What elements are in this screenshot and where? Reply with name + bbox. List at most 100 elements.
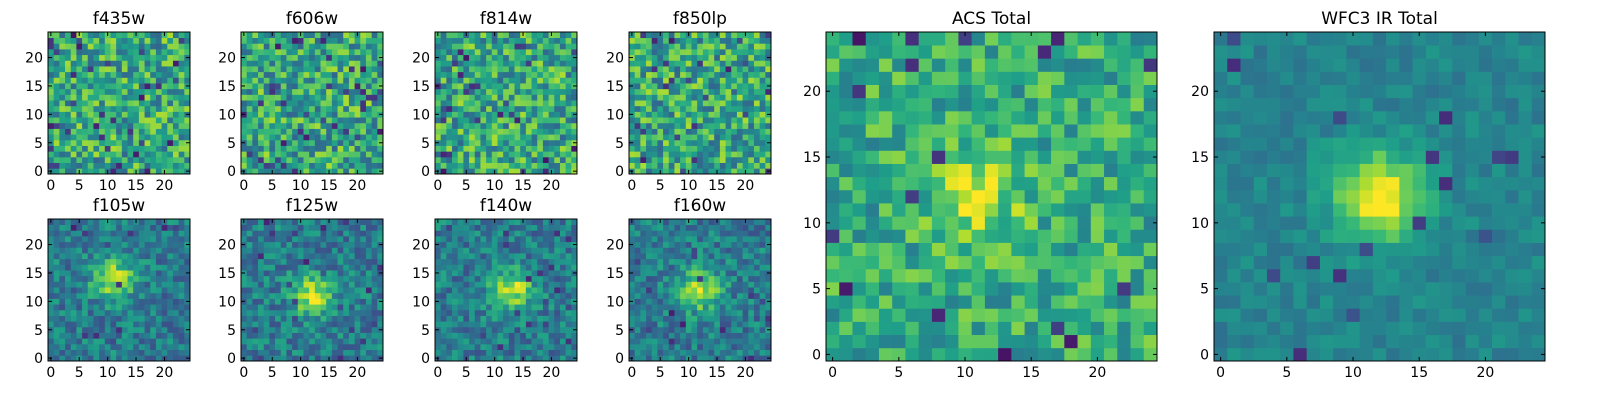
heatmap-cell [497, 49, 504, 56]
heatmap-cell [629, 88, 636, 95]
heatmap-cell [297, 128, 304, 135]
heatmap-cell [348, 43, 355, 50]
heatmap-cell [559, 105, 566, 112]
heatmap-cell [646, 71, 653, 78]
heatmap-cell [314, 236, 321, 243]
heatmap-cell [685, 54, 692, 61]
heatmap-cell [748, 162, 755, 169]
heatmap-cell [440, 71, 447, 78]
heatmap-cell [548, 43, 555, 50]
heatmap-cell [497, 304, 504, 311]
heatmap-cell [697, 156, 704, 163]
heatmap-cell [286, 100, 293, 107]
heatmap-cell [503, 247, 510, 254]
heatmap-cell [657, 332, 664, 339]
heatmap-cell [326, 134, 333, 141]
heatmap-cell [104, 241, 111, 248]
heatmap-cell [309, 275, 316, 282]
heatmap-cell [371, 326, 378, 333]
heatmap-cell [525, 60, 532, 67]
heatmap-cell [714, 162, 721, 169]
heatmap-cell [320, 94, 327, 101]
heatmap-cell [331, 258, 338, 265]
heatmap-cell [480, 241, 487, 248]
heatmap-cell [303, 281, 310, 288]
heatmap-cell [446, 54, 453, 61]
heatmap-cell [246, 258, 253, 265]
heatmap-cell [99, 32, 106, 39]
heatmap-cell [263, 66, 270, 73]
heatmap-cell [440, 349, 447, 356]
heatmap-cell [714, 49, 721, 56]
heatmap-cell [161, 230, 168, 237]
heatmap-cell [110, 43, 117, 50]
heatmap-cell [480, 332, 487, 339]
heatmap-cell [286, 105, 293, 112]
heatmap-cell [731, 134, 738, 141]
heatmap-cell [736, 122, 743, 129]
heatmap-cell [167, 122, 174, 129]
heatmap-cell [309, 134, 316, 141]
heatmap-cell [377, 151, 384, 158]
heatmap-cell [640, 304, 647, 311]
heatmap-cell [59, 128, 66, 135]
heatmap-cell [252, 349, 259, 356]
heatmap-cell [292, 54, 299, 61]
heatmap-cell [116, 83, 123, 90]
y-tick-label: 20 [218, 238, 236, 254]
heatmap-cell [297, 298, 304, 305]
heatmap-cell [343, 151, 350, 158]
heatmap-cell [99, 83, 106, 90]
heatmap-cell [354, 258, 361, 265]
heatmap-cell [463, 83, 470, 90]
heatmap-cell [480, 94, 487, 101]
heatmap-cell [76, 151, 83, 158]
heatmap-cell [48, 287, 55, 294]
heatmap-cell [280, 321, 287, 328]
heatmap-cell [452, 241, 459, 248]
heatmap-cell [435, 122, 442, 129]
heatmap-cell [246, 275, 253, 282]
heatmap-cell [457, 37, 464, 44]
heatmap-cell [548, 111, 555, 118]
heatmap-cell [314, 230, 321, 237]
heatmap-cell [742, 338, 749, 345]
heatmap-cell [167, 315, 174, 322]
heatmap-cell [646, 292, 653, 299]
heatmap-cell [343, 111, 350, 118]
heatmap-cell [486, 304, 493, 311]
heatmap-cell [736, 117, 743, 124]
heatmap-cell [508, 292, 515, 299]
heatmap-cell [663, 281, 670, 288]
heatmap-cell [127, 241, 134, 248]
heatmap-cell [634, 343, 641, 350]
heatmap-cell [565, 37, 572, 44]
heatmap-cell [65, 139, 72, 146]
heatmap-cell [326, 292, 333, 299]
heatmap-cell [155, 49, 162, 56]
heatmap-cell [474, 270, 481, 277]
heatmap-cell [104, 151, 111, 158]
heatmap-cell [133, 111, 140, 118]
heatmap-cell [263, 105, 270, 112]
heatmap-cell [640, 332, 647, 339]
heatmap-cell [48, 338, 55, 345]
heatmap-cell [480, 162, 487, 169]
heatmap-cell [452, 247, 459, 254]
heatmap-cell [548, 264, 555, 271]
heatmap-cell [463, 281, 470, 288]
heatmap-cell [161, 122, 168, 129]
heatmap-cell [542, 43, 549, 50]
heatmap-cell [178, 338, 185, 345]
heatmap-cell [469, 281, 476, 288]
heatmap-cell [365, 270, 372, 277]
heatmap-cell [116, 349, 123, 356]
heatmap-cell [110, 281, 117, 288]
heatmap-cell [691, 105, 698, 112]
heatmap-cell [127, 43, 134, 50]
heatmap-cell [674, 71, 681, 78]
heatmap-cell [508, 230, 515, 237]
heatmap-cell [663, 275, 670, 282]
heatmap-cell [354, 270, 361, 277]
heatmap-cell [53, 37, 60, 44]
